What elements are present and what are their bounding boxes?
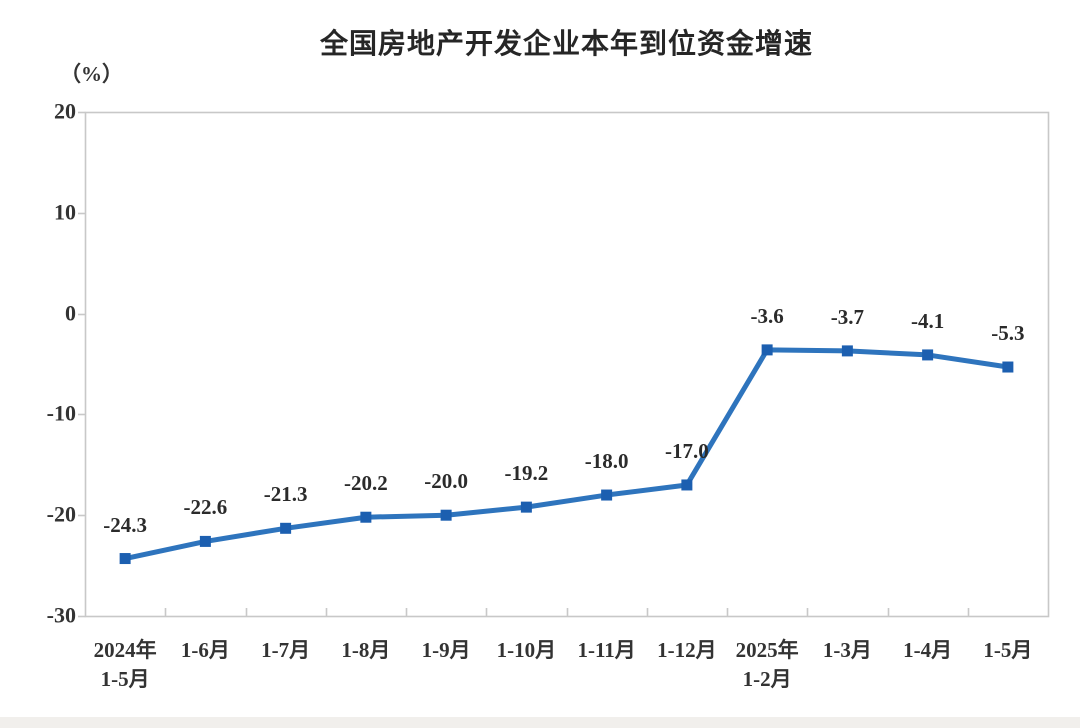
- data-label: -3.7: [830, 304, 864, 329]
- x-tick-label: 1-4月: [903, 638, 953, 662]
- data-label: -22.6: [183, 495, 228, 520]
- y-tick-label: -20: [46, 501, 76, 527]
- data-label: -20.0: [424, 469, 468, 494]
- data-point-marker: [761, 344, 773, 356]
- data-label: -18.0: [584, 449, 629, 474]
- data-label: -4.1: [911, 308, 945, 333]
- y-tick-label: 20: [54, 98, 76, 124]
- data-point-marker: [922, 349, 934, 361]
- data-point-marker: [280, 522, 292, 534]
- line-series: [122, 347, 1011, 562]
- x-tick-label: 1-5月: [983, 638, 1033, 662]
- data-point-marker: [440, 509, 452, 521]
- y-tick-label: -10: [46, 400, 76, 426]
- bottom-edge-strip: [0, 717, 1080, 728]
- data-label: -21.3: [263, 482, 308, 507]
- x-tick-label: 1-3月: [822, 638, 872, 662]
- x-tick-label: 1-7月: [261, 638, 311, 662]
- data-point-marker: [681, 479, 693, 491]
- x-tick-label: 1-11月: [577, 638, 636, 662]
- x-tick-label: 1-8月: [341, 638, 391, 662]
- y-tick-label: 10: [54, 199, 76, 225]
- x-tick-label: 1-12月: [657, 638, 717, 662]
- y-axis-unit-label: （%）: [60, 62, 123, 86]
- plot-border: [84, 111, 1050, 618]
- data-point-marker: [601, 489, 613, 501]
- x-tick-label: 1-6月: [180, 638, 230, 662]
- data-point-marker: [520, 501, 532, 513]
- y-tick-label: -30: [46, 602, 76, 628]
- data-label: -5.3: [991, 321, 1025, 346]
- chart-title: 全国房地产开发企业本年到位资金增速: [319, 28, 813, 59]
- x-tick-label: 2024年 1-5月: [93, 638, 157, 691]
- data-point-marker: [1002, 361, 1014, 373]
- data-point-marker: [199, 535, 211, 547]
- data-point-marker: [119, 553, 131, 565]
- data-label: -24.3: [103, 512, 147, 537]
- data-point-marker: [841, 345, 853, 357]
- data-point-marker: [360, 511, 372, 523]
- data-label: -3.6: [750, 303, 784, 328]
- x-tick-label: 2025年 1-2月: [735, 638, 799, 691]
- data-label: -17.0: [665, 438, 709, 463]
- x-tick-label: 1-9月: [421, 638, 471, 662]
- x-tick-label: 1-10月: [496, 638, 557, 662]
- data-label: -20.2: [344, 471, 388, 496]
- data-label: -19.2: [504, 461, 549, 486]
- y-tick-label: 0: [65, 300, 76, 326]
